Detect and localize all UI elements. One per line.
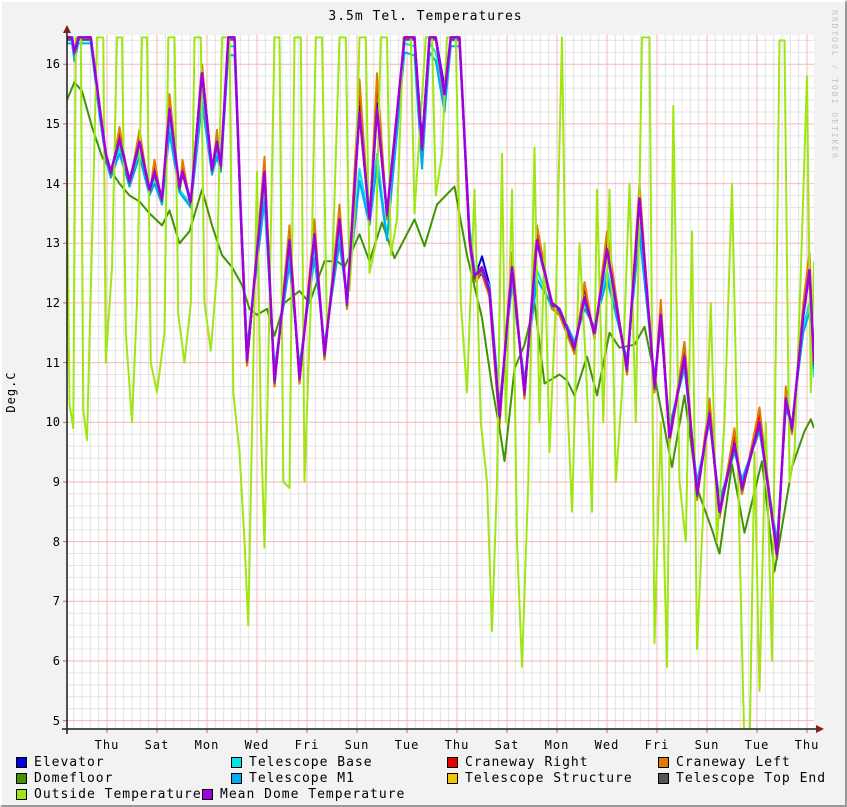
x-tick-label: Tue — [744, 738, 770, 752]
legend-label: Domefloor — [34, 771, 114, 786]
legend-item-telescope_structure: Telescope Structure — [447, 771, 633, 786]
y-tick-label: 14 — [45, 176, 60, 191]
y-axis-arrow — [63, 25, 71, 33]
y-tick-label: 11 — [45, 355, 60, 370]
x-tick-label: Wed — [594, 738, 620, 752]
x-tick-label: Thu — [94, 738, 120, 752]
legend-swatch-craneway_left — [658, 757, 669, 768]
x-tick-label: Fri — [644, 738, 670, 752]
legend-label: Outside Temperature — [34, 787, 202, 802]
series-line-outside — [67, 36, 814, 729]
y-tick-label: 16 — [45, 57, 60, 72]
x-axis-arrow — [816, 725, 824, 733]
legend-swatch-outside — [16, 789, 27, 800]
legend-swatch-elevator — [16, 757, 27, 768]
legend-label: Telescope Top End — [676, 771, 827, 786]
x-tick-label: Sat — [144, 738, 170, 752]
y-tick-label: 7 — [52, 594, 60, 609]
x-tick-label: Wed — [244, 738, 270, 752]
legend-item-telescope_top_end: Telescope Top End — [658, 771, 827, 786]
y-tick-label: 10 — [45, 415, 60, 430]
legend-item-mean_dome: Mean Dome Temperature — [202, 787, 406, 802]
legend-item-elevator: Elevator — [16, 755, 105, 770]
x-tick-label: Thu — [794, 738, 820, 752]
y-tick-label: 9 — [52, 474, 60, 489]
y-tick-label: 13 — [45, 236, 60, 251]
y-tick-label: 8 — [52, 534, 60, 549]
y-tick-label: 6 — [52, 653, 60, 668]
y-tick-label: 15 — [45, 116, 60, 131]
legend-item-outside: Outside Temperature — [16, 787, 202, 802]
x-tick-label: Sun — [694, 738, 720, 752]
legend-label: Craneway Right — [465, 755, 589, 770]
legend-label: Telescope M1 — [249, 771, 355, 786]
legend-item-telescope_base: Telescope Base — [231, 755, 373, 770]
chart-title: 3.5m Tel. Temperatures — [328, 9, 523, 24]
legend-swatch-telescope_structure — [447, 773, 458, 784]
series-line-mean_dome — [67, 36, 814, 555]
legend-swatch-telescope_m1 — [231, 773, 242, 784]
series-line-domefloor — [67, 81, 814, 573]
x-tick-label: Tue — [394, 738, 420, 752]
x-tick-label: Sat — [494, 738, 520, 752]
legend-label: Elevator — [34, 755, 105, 770]
legend-label: Mean Dome Temperature — [220, 787, 406, 802]
legend-swatch-telescope_top_end — [658, 773, 669, 784]
legend-swatch-telescope_base — [231, 757, 242, 768]
legend-item-craneway_right: Craneway Right — [447, 755, 589, 770]
rrdtool-watermark: RRDTOOL / TOBI OETIKER — [830, 10, 839, 160]
legend-item-domefloor: Domefloor — [16, 771, 114, 786]
x-tick-label: Thu — [444, 738, 470, 752]
y-tick-label: 12 — [45, 295, 60, 310]
legend-label: Craneway Left — [676, 755, 791, 770]
legend-item-craneway_left: Craneway Left — [658, 755, 791, 770]
x-tick-label: Mon — [544, 738, 570, 752]
x-tick-label: Mon — [194, 738, 220, 752]
legend-swatch-craneway_right — [447, 757, 458, 768]
legend-label: Telescope Base — [249, 755, 373, 770]
y-tick-label: 5 — [52, 713, 60, 728]
legend-swatch-domefloor — [16, 773, 27, 784]
legend-item-telescope_m1: Telescope M1 — [231, 771, 355, 786]
legend-label: Telescope Structure — [465, 771, 633, 786]
legend-swatch-mean_dome — [202, 789, 213, 800]
x-tick-label: Sun — [344, 738, 370, 752]
x-tick-label: Fri — [294, 738, 320, 752]
